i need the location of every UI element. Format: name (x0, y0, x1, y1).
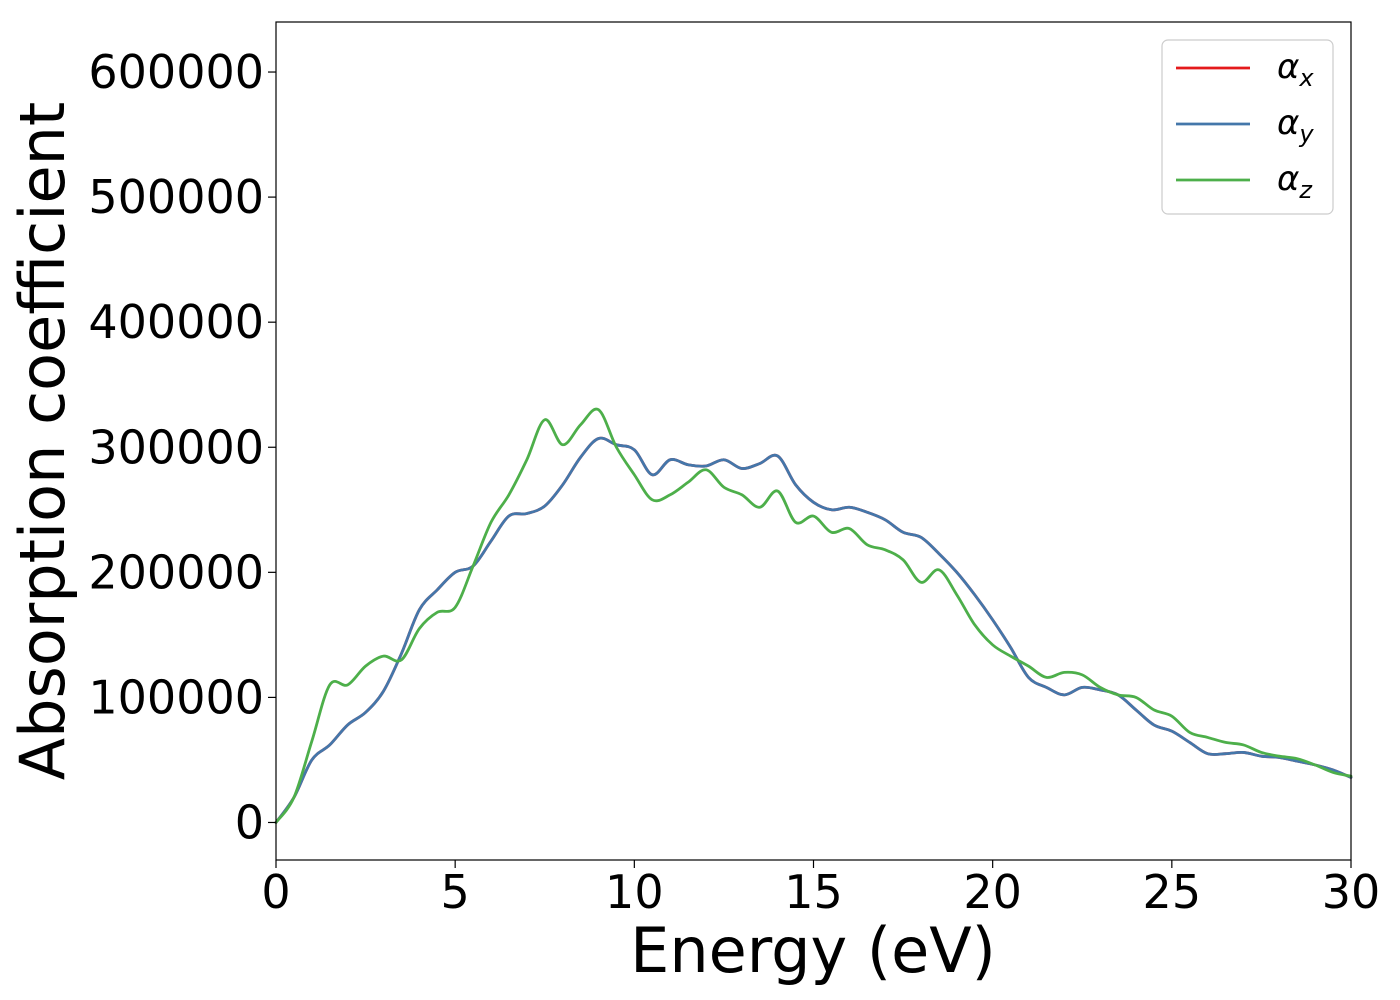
x-tick-label: 25 (1143, 865, 1202, 919)
y-axis-title: Absorption coefficient (6, 102, 79, 781)
x-tick-label: 5 (441, 865, 470, 919)
x-tick-label: 10 (605, 865, 664, 919)
x-axis: 0 5 10 15 20 25 30 (261, 860, 1380, 919)
legend-subscript: y (1298, 120, 1314, 148)
x-tick-label: 0 (261, 865, 290, 919)
x-tick-label: 15 (784, 865, 843, 919)
series-line-y (274, 436, 1353, 824)
legend-label-z: αz (1277, 159, 1313, 204)
y-tick-label: 300000 (88, 420, 264, 474)
legend-symbol: α (1277, 103, 1299, 143)
y-tick-label: 400000 (88, 295, 264, 349)
y-tick-label: 500000 (88, 170, 264, 224)
legend-subscript: x (1298, 64, 1314, 92)
legend-label-x: αx (1277, 47, 1314, 92)
x-tick-label: 30 (1322, 865, 1381, 919)
x-tick-label: 20 (963, 865, 1022, 919)
x-axis-title: Energy (eV) (630, 914, 996, 987)
legend-box (1161, 39, 1334, 215)
y-tick-label: 200000 (88, 545, 264, 599)
legend-symbol: α (1277, 47, 1299, 87)
y-tick-label: 0 (235, 795, 264, 849)
y-tick-label: 600000 (88, 45, 264, 99)
legend-subscript: z (1298, 176, 1313, 204)
legend-symbol: α (1277, 159, 1299, 199)
legend-label-y: αy (1277, 103, 1314, 148)
series-layer (274, 407, 1353, 824)
y-tick-label: 100000 (88, 670, 264, 724)
series-line-z (274, 407, 1353, 824)
y-axis: 0 100000 200000 300000 400000 500000 600000 (88, 45, 276, 849)
